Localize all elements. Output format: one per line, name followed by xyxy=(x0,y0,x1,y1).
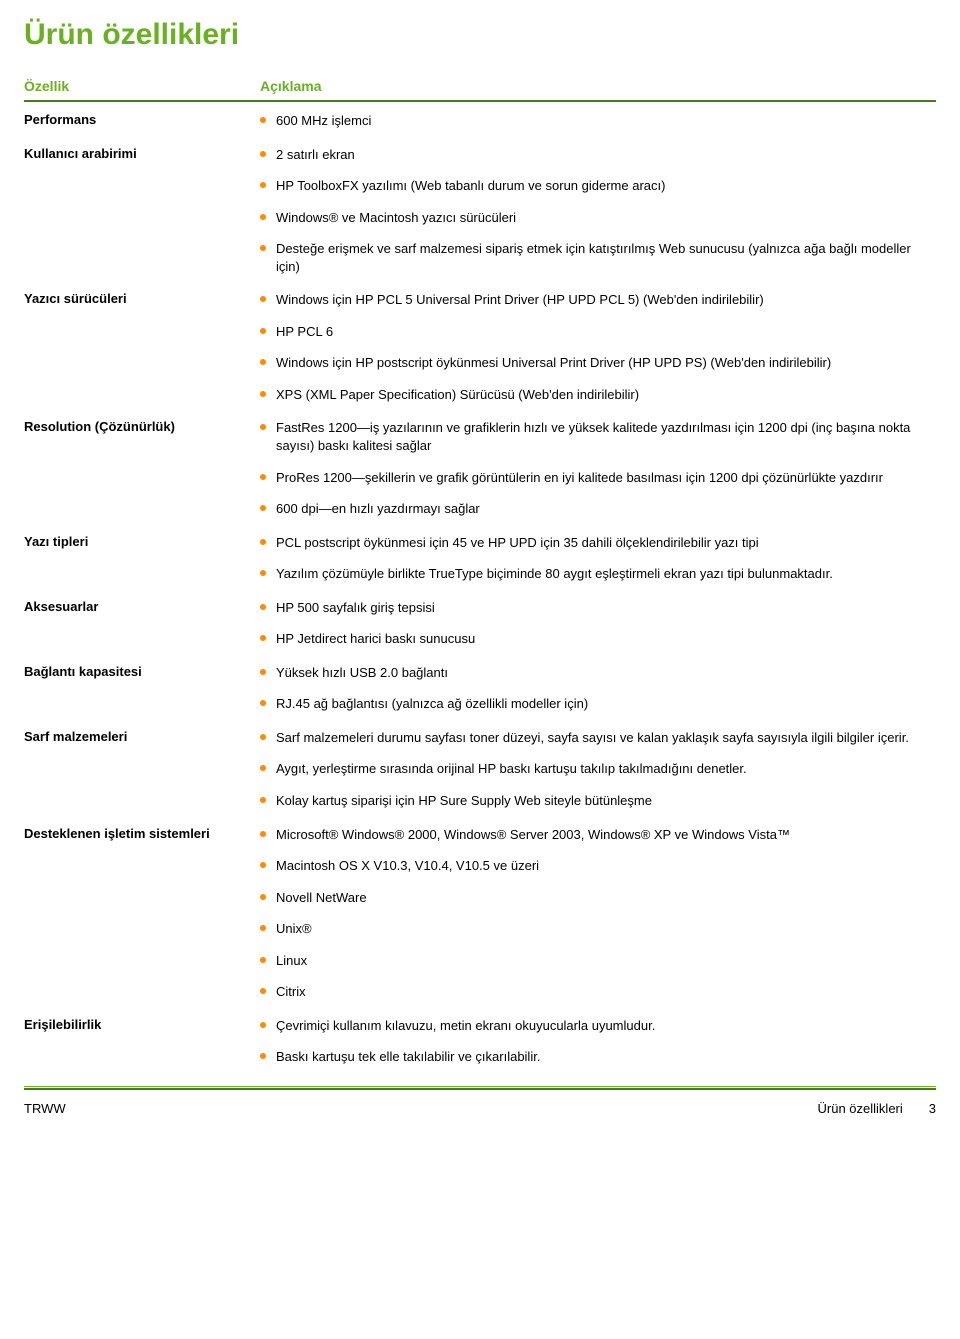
spec-item: Baskı kartuşu tek elle takılabilir ve çı… xyxy=(260,1048,936,1066)
spec-item: Windows için HP PCL 5 Universal Print Dr… xyxy=(260,291,936,309)
spec-label: Performans xyxy=(24,112,260,144)
spec-item: Kolay kartuş siparişi için HP Sure Suppl… xyxy=(260,792,936,810)
spec-label: Erişilebilirlik xyxy=(24,1017,260,1080)
footer-page-number: 3 xyxy=(929,1101,936,1116)
spec-item: Novell NetWare xyxy=(260,889,936,907)
spec-item: PCL postscript öykünmesi için 45 ve HP U… xyxy=(260,534,936,552)
spec-item: Windows® ve Macintosh yazıcı sürücüleri xyxy=(260,209,936,227)
spec-row: Yazıcı sürücüleriWindows için HP PCL 5 U… xyxy=(24,291,936,417)
footer-left: TRWW xyxy=(24,1101,66,1116)
spec-item: 2 satırlı ekran xyxy=(260,146,936,164)
spec-label: Yazıcı sürücüleri xyxy=(24,291,260,417)
specs-table: Performans600 MHz işlemciKullanıcı arabi… xyxy=(24,112,936,1080)
spec-row: Sarf malzemeleriSarf malzemeleri durumu … xyxy=(24,729,936,824)
spec-item: XPS (XML Paper Specification) Sürücüsü (… xyxy=(260,386,936,404)
footer-section-label: Ürün özellikleri xyxy=(818,1101,903,1116)
spec-item: HP PCL 6 xyxy=(260,323,936,341)
spec-item: Yazılım çözümüyle birlikte TrueType biçi… xyxy=(260,565,936,583)
spec-items: Microsoft® Windows® 2000, Windows® Serve… xyxy=(260,826,936,1001)
spec-items: 600 MHz işlemci xyxy=(260,112,936,130)
spec-label: Bağlantı kapasitesi xyxy=(24,664,260,727)
spec-item: RJ.45 ağ bağlantısı (yalnızca ağ özellik… xyxy=(260,695,936,713)
spec-item: Desteğe erişmek ve sarf malzemesi sipari… xyxy=(260,240,936,275)
spec-item: 600 dpi—en hızlı yazdırmayı sağlar xyxy=(260,500,936,518)
spec-items: Çevrimiçi kullanım kılavuzu, metin ekran… xyxy=(260,1017,936,1066)
spec-row: Kullanıcı arabirimi2 satırlı ekran HP Too… xyxy=(24,146,936,290)
spec-row: Performans600 MHz işlemci xyxy=(24,112,936,144)
spec-item: Yüksek hızlı USB 2.0 bağlantı xyxy=(260,664,936,682)
spec-label: Sarf malzemeleri xyxy=(24,729,260,824)
table-header: Özellik Açıklama xyxy=(24,78,936,102)
spec-item: Sarf malzemeleri durumu sayfası toner dü… xyxy=(260,729,936,747)
spec-item: FastRes 1200—iş yazılarının ve grafikler… xyxy=(260,419,936,454)
spec-item: Windows için HP postscript öykünmesi Uni… xyxy=(260,354,936,372)
spec-row: AksesuarlarHP 500 sayfalık giriş tepsisi… xyxy=(24,599,936,662)
spec-item: HP ToolboxFX yazılımı (Web tabanlı durum… xyxy=(260,177,936,195)
footer-rule xyxy=(24,1086,936,1089)
header-col-description: Açıklama xyxy=(260,78,936,94)
spec-item: Aygıt, yerleştirme sırasında orijinal HP… xyxy=(260,760,936,778)
spec-items: Sarf malzemeleri durumu sayfası toner dü… xyxy=(260,729,936,810)
header-col-feature: Özellik xyxy=(24,78,260,94)
spec-items: 2 satırlı ekran HP ToolboxFX yazılımı (We… xyxy=(260,146,936,276)
spec-item: 600 MHz işlemci xyxy=(260,112,936,130)
spec-items: PCL postscript öykünmesi için 45 ve HP U… xyxy=(260,534,936,583)
spec-item: Macintosh OS X V10.3, V10.4, V10.5 ve üz… xyxy=(260,857,936,875)
page-footer: TRWW Ürün özellikleri 3 xyxy=(24,1101,936,1116)
spec-item: Çevrimiçi kullanım kılavuzu, metin ekran… xyxy=(260,1017,936,1035)
spec-items: Windows için HP PCL 5 Universal Print Dr… xyxy=(260,291,936,403)
spec-item: ProRes 1200—şekillerin ve grafik görüntü… xyxy=(260,469,936,487)
spec-label: Desteklenen işletim sistemleri xyxy=(24,826,260,1015)
spec-row: Yazı tipleriPCL postscript öykünmesi içi… xyxy=(24,534,936,597)
spec-item: Citrix xyxy=(260,983,936,1001)
spec-items: FastRes 1200—iş yazılarının ve grafikler… xyxy=(260,419,936,517)
spec-label: Resolution (Çözünürlük) xyxy=(24,419,260,531)
spec-label: Yazı tipleri xyxy=(24,534,260,597)
spec-row: Bağlantı kapasitesiYüksek hızlı USB 2.0 … xyxy=(24,664,936,727)
page-title: Ürün özellikleri xyxy=(24,18,936,52)
spec-label: Kullanıcı arabirimi xyxy=(24,146,260,290)
spec-items: Yüksek hızlı USB 2.0 bağlantı RJ.45 ağ ba… xyxy=(260,664,936,713)
spec-row: Resolution (Çözünürlük)FastRes 1200—iş y… xyxy=(24,419,936,531)
spec-item: Microsoft® Windows® 2000, Windows® Serve… xyxy=(260,826,936,844)
spec-item: Unix® xyxy=(260,920,936,938)
spec-item: HP 500 sayfalık giriş tepsisi xyxy=(260,599,936,617)
spec-row: Desteklenen işletim sistemleriMicrosoft®… xyxy=(24,826,936,1015)
spec-item: Linux xyxy=(260,952,936,970)
spec-item: HP Jetdirect harici baskı sunucusu xyxy=(260,630,936,648)
spec-row: ErişilebilirlikÇevrimiçi kullanım kılavu… xyxy=(24,1017,936,1080)
spec-label: Aksesuarlar xyxy=(24,599,260,662)
spec-items: HP 500 sayfalık giriş tepsisi HP Jetdirec… xyxy=(260,599,936,648)
